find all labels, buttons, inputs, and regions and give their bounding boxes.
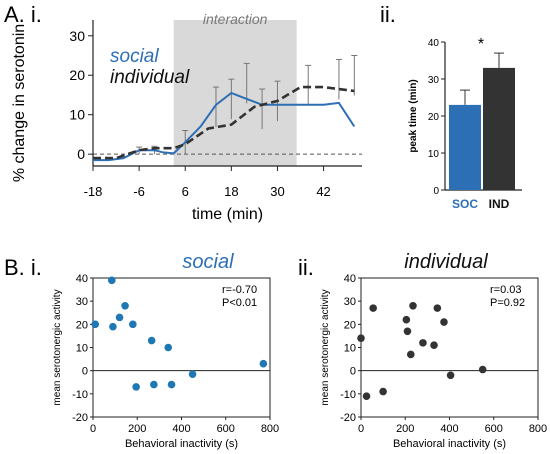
data-point bbox=[409, 302, 417, 310]
y-axis-label: mean serotonergic activity bbox=[52, 289, 63, 405]
data-point bbox=[478, 365, 487, 374]
y-axis-label: % change in serotonin bbox=[11, 24, 28, 182]
y-tick-label: 30 bbox=[344, 296, 356, 308]
series-line-social bbox=[93, 91, 356, 162]
x-tick-label: 800 bbox=[261, 423, 279, 435]
category-label-ind: IND bbox=[489, 197, 510, 211]
x-tick-label: 42 bbox=[316, 184, 330, 199]
legend-individual: individual bbox=[110, 67, 190, 88]
data-point bbox=[406, 350, 415, 359]
y-tick-label: 20 bbox=[428, 112, 440, 123]
x-tick-label: 0 bbox=[358, 423, 364, 435]
data-point bbox=[164, 343, 173, 352]
y-tick-label: 20 bbox=[344, 319, 356, 331]
data-point bbox=[147, 336, 156, 345]
data-point bbox=[440, 318, 448, 326]
panel-label-a-ii: ii. bbox=[380, 2, 396, 27]
data-point bbox=[129, 320, 137, 329]
significance-star: * bbox=[478, 36, 484, 53]
x-tick-label: 6 bbox=[182, 184, 189, 199]
interaction-label: interaction bbox=[203, 11, 268, 27]
data-point bbox=[109, 322, 117, 331]
data-point bbox=[121, 302, 129, 310]
data-point bbox=[419, 339, 427, 347]
data-point bbox=[430, 341, 438, 349]
y-tick-label: 30 bbox=[428, 75, 440, 86]
y-tick-label: 10 bbox=[69, 107, 85, 123]
x-tick-label: 600 bbox=[485, 423, 503, 435]
panel-label-b-ii: ii. bbox=[298, 255, 314, 280]
data-point bbox=[167, 380, 176, 389]
data-point bbox=[403, 327, 412, 336]
y-tick-label: 40 bbox=[76, 273, 88, 285]
data-point bbox=[402, 315, 411, 324]
y-tick-label: -10 bbox=[72, 389, 88, 401]
stat-p: P<0.01 bbox=[222, 297, 257, 309]
y-tick-label: -20 bbox=[72, 412, 88, 424]
panel-label-a-i: A. i. bbox=[4, 2, 42, 27]
data-point bbox=[379, 387, 387, 396]
y-tick-label: 40 bbox=[344, 273, 356, 285]
x-tick-label: 400 bbox=[172, 423, 190, 435]
category-label-soc: SOC bbox=[452, 197, 478, 211]
y-tick-label: 40 bbox=[428, 38, 440, 49]
y-tick-label: 0 bbox=[82, 366, 88, 378]
legend-social: social bbox=[110, 46, 159, 67]
y-tick-label: 30 bbox=[76, 296, 88, 308]
interaction-shade bbox=[173, 20, 297, 166]
x-axis-label: Behavioral inactivity (s) bbox=[393, 438, 506, 450]
data-point bbox=[259, 359, 268, 368]
data-point bbox=[91, 320, 100, 329]
data-point bbox=[132, 383, 140, 391]
x-tick-label: 400 bbox=[440, 423, 458, 435]
panel-label-b-i: B. i. bbox=[4, 255, 42, 280]
chart-title: social bbox=[182, 251, 234, 273]
data-point bbox=[446, 371, 455, 380]
y-tick-label: -10 bbox=[340, 389, 356, 401]
data-point bbox=[108, 276, 116, 285]
y-tick-label: 10 bbox=[428, 149, 440, 160]
series-line-individual bbox=[93, 85, 355, 160]
data-point bbox=[433, 304, 442, 312]
stat-r: r=0.03 bbox=[490, 284, 522, 296]
y-axis-label: peak time (min) bbox=[408, 79, 419, 152]
x-tick-label: 200 bbox=[128, 423, 146, 435]
x-tick-label: -18 bbox=[84, 184, 103, 199]
data-point bbox=[150, 380, 158, 389]
x-tick-label: 800 bbox=[529, 423, 547, 435]
x-tick-label: -6 bbox=[133, 184, 145, 199]
x-tick-label: 18 bbox=[224, 184, 238, 199]
peak-time-chart: 0 10 20 30 40 SOC IND * peak time (min) bbox=[408, 36, 522, 211]
y-tick-label: 20 bbox=[69, 67, 85, 83]
data-point bbox=[357, 334, 365, 343]
y-tick-label: 0 bbox=[350, 366, 356, 378]
chart-title: individual bbox=[404, 251, 488, 273]
x-tick-label: 30 bbox=[270, 184, 284, 199]
data-point bbox=[369, 304, 377, 312]
y-tick-label: 10 bbox=[344, 343, 356, 355]
x-tick-label: 0 bbox=[90, 423, 96, 435]
bar-ind bbox=[483, 67, 515, 190]
y-tick-label: 20 bbox=[76, 319, 88, 331]
y-tick-label: 0 bbox=[77, 146, 85, 162]
x-axis-label: time (min) bbox=[192, 206, 263, 223]
timecourse-chart: interaction 0 10 20 30 -18 -6 6 18 30 42 time (min)… bbox=[11, 11, 362, 223]
y-tick-label: 0 bbox=[433, 186, 439, 197]
y-tick-label: 10 bbox=[76, 343, 88, 355]
bar-soc bbox=[449, 104, 481, 190]
data-point bbox=[115, 313, 124, 322]
x-tick-label: 600 bbox=[217, 423, 235, 435]
y-axis-label: mean serotonergic activity bbox=[320, 289, 331, 405]
stat-r: r=-0.70 bbox=[222, 284, 257, 296]
data-point bbox=[362, 392, 371, 400]
data-point bbox=[188, 370, 197, 378]
x-axis-label: Behavioral inactivity (s) bbox=[125, 438, 238, 450]
stat-p: P=0.92 bbox=[490, 297, 525, 309]
x-tick-label: 200 bbox=[396, 423, 414, 435]
y-tick-label: -20 bbox=[340, 412, 356, 424]
y-tick-label: 30 bbox=[69, 28, 85, 44]
